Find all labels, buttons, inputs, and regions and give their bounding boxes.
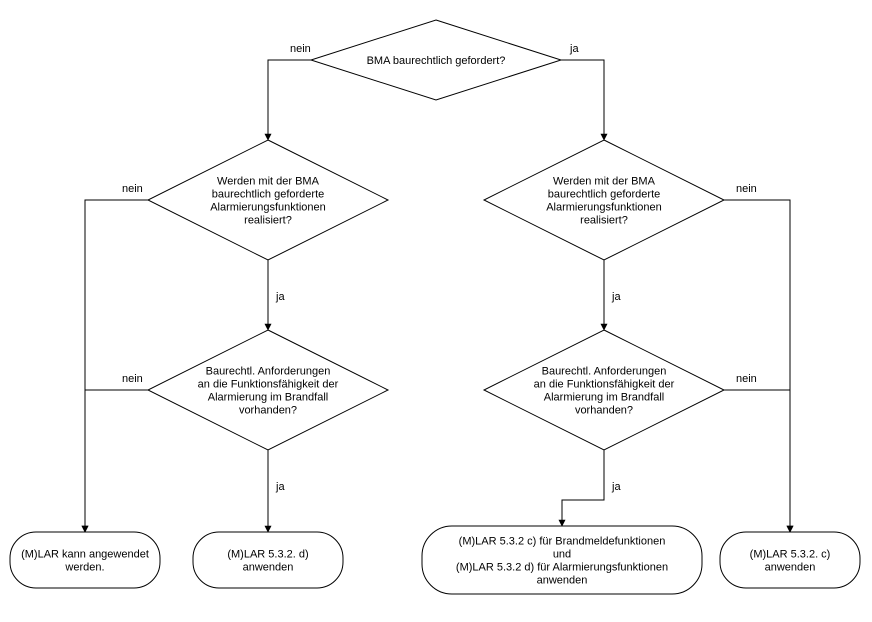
node-text-d2L-0: Werden mit der BMA xyxy=(217,176,320,188)
node-text-d2R-2: Alarmierungsfunktionen xyxy=(546,202,662,214)
edge-label-e10: ja xyxy=(611,481,621,493)
node-text-d2L-1: baurechtlich geforderte xyxy=(212,189,325,201)
edge-label-e5: nein xyxy=(736,183,757,195)
node-d2R: Werden mit der BMAbaurechtlich gefordert… xyxy=(484,140,724,260)
nodes-group: BMA baurechtlich gefordert? Werden mit de… xyxy=(10,20,860,594)
node-text-t4-0: (M)LAR 5.3.2. c) xyxy=(750,549,831,561)
edge-e3 xyxy=(85,200,148,532)
node-text-d2R-0: Werden mit der BMA xyxy=(553,176,656,188)
node-d2L: Werden mit der BMAbaurechtlich gefordert… xyxy=(148,140,388,260)
node-text-t2-0: (M)LAR 5.3.2. d) xyxy=(227,549,308,561)
node-t2: (M)LAR 5.3.2. d)anwenden xyxy=(193,532,343,588)
edge-label-e1: nein xyxy=(290,43,311,55)
node-text-d3R-0: Baurechtl. Anforderungen xyxy=(542,366,667,378)
edge-e10 xyxy=(562,450,604,526)
edge-e2 xyxy=(561,60,604,140)
node-text-t3-2: (M)LAR 5.3.2 d) für Alarmierungsfunktion… xyxy=(456,562,668,574)
edge-e7 xyxy=(85,390,148,532)
node-text-d2R-3: realisiert? xyxy=(580,215,628,227)
edge-label-e4: ja xyxy=(275,291,285,303)
node-t3: (M)LAR 5.3.2 c) für Brandmeldefunktionen… xyxy=(422,526,702,594)
node-text-t1-1: werden. xyxy=(64,562,104,574)
node-text-d2R-1: baurechtlich geforderte xyxy=(548,189,661,201)
edge-e9 xyxy=(724,390,790,532)
edge-e1 xyxy=(268,60,311,140)
node-text-d3R-2: Alarmierung im Brandfall xyxy=(544,392,664,404)
node-text-d3R-3: vorhanden? xyxy=(575,405,633,417)
node-text-d2L-3: realisiert? xyxy=(244,215,292,227)
node-t4: (M)LAR 5.3.2. c)anwenden xyxy=(720,532,860,588)
node-t1: (M)LAR kann angewendetwerden. xyxy=(10,532,160,588)
node-text-t3-0: (M)LAR 5.3.2 c) für Brandmeldefunktionen xyxy=(459,536,666,548)
node-text-t4-1: anwenden xyxy=(765,562,816,574)
node-text-d3L-2: Alarmierung im Brandfall xyxy=(208,392,328,404)
edge-label-e6: ja xyxy=(611,291,621,303)
node-text-t3-3: anwenden xyxy=(537,575,588,587)
node-d3L: Baurechtl. Anforderungenan die Funktions… xyxy=(148,330,388,450)
node-d1: BMA baurechtlich gefordert? xyxy=(311,20,561,100)
edges-group: nein ja nein ja nein ja nein ja nein ja xyxy=(85,43,790,532)
edge-label-e3: nein xyxy=(122,183,143,195)
node-text-d2L-2: Alarmierungsfunktionen xyxy=(210,202,326,214)
edge-label-e2: ja xyxy=(569,43,579,55)
node-text-d1-0: BMA baurechtlich gefordert? xyxy=(367,55,506,67)
edge-label-e7: nein xyxy=(122,373,143,385)
node-text-t1-0: (M)LAR kann angewendet xyxy=(21,549,149,561)
node-text-t2-1: anwenden xyxy=(243,562,294,574)
node-text-d3L-3: vorhanden? xyxy=(239,405,297,417)
node-text-d3L-0: Baurechtl. Anforderungen xyxy=(206,366,331,378)
node-text-t3-1: und xyxy=(553,549,571,561)
edge-label-e8: ja xyxy=(275,481,285,493)
node-text-d3R-1: an die Funktionsfähigkeit der xyxy=(534,379,675,391)
edge-label-e9: nein xyxy=(736,373,757,385)
edge-e5 xyxy=(724,200,790,532)
node-d3R: Baurechtl. Anforderungenan die Funktions… xyxy=(484,330,724,450)
node-text-d3L-1: an die Funktionsfähigkeit der xyxy=(198,379,339,391)
